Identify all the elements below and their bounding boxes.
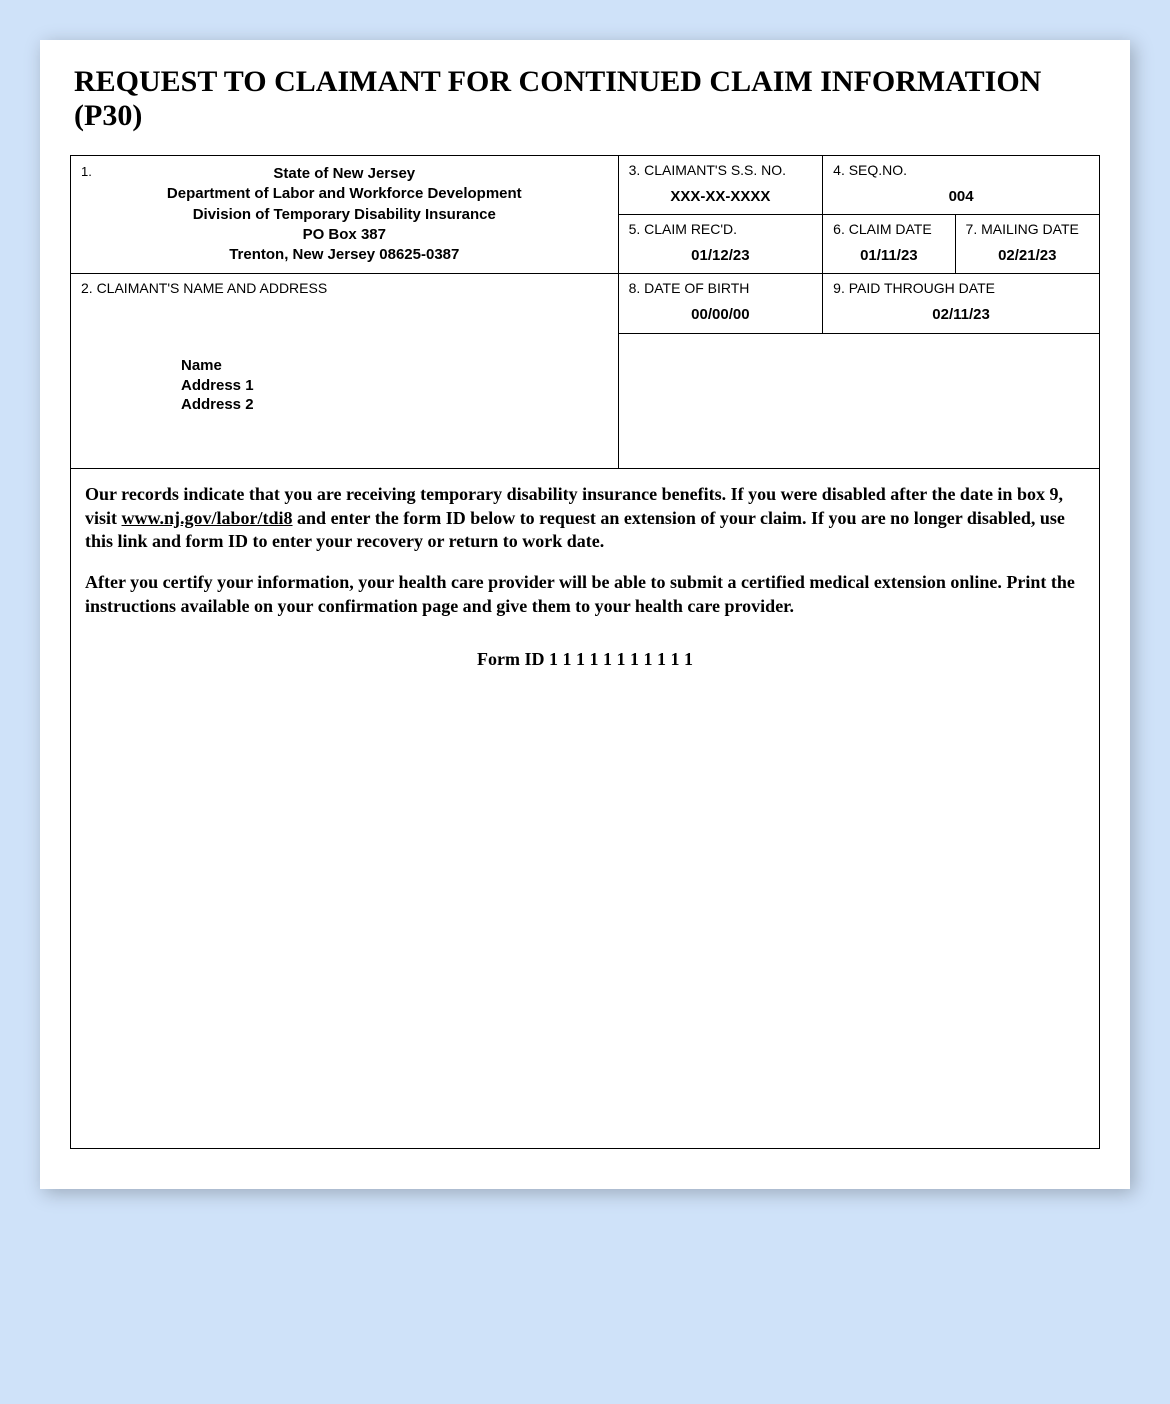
form-grid: 1. State of New Jersey Department of Lab… (70, 155, 1100, 469)
box-7-label: 7. MAILING DATE (966, 221, 1089, 237)
sender-line-3: Division of Temporary Disability Insuran… (81, 205, 608, 225)
sender-line-2: Department of Labor and Workforce Develo… (81, 184, 608, 204)
sender-line-1: State of New Jersey (81, 164, 608, 184)
box-7-mailing-date: 7. MAILING DATE 02/21/23 (955, 215, 1099, 274)
sender-line-5: Trenton, New Jersey 08625-0387 (81, 245, 608, 265)
body-text-area: Our records indicate that you are receiv… (70, 469, 1100, 1149)
box-6-claim-date: 6. CLAIM DATE 01/11/23 (823, 215, 955, 274)
box-9-label: 9. PAID THROUGH DATE (833, 280, 1089, 296)
box-3-label: 3. CLAIMANT'S S.S. NO. (629, 162, 813, 178)
body-link[interactable]: www.nj.gov/labor/tdi8 (122, 508, 293, 528)
box-8-value: 00/00/00 (629, 306, 813, 323)
box-7-value: 02/21/23 (966, 247, 1089, 264)
body-paragraph-1: Our records indicate that you are receiv… (85, 483, 1085, 553)
claimant-addr1: Address 1 (181, 376, 608, 396)
sender-line-4: PO Box 387 (81, 225, 608, 245)
claimant-name: Name (181, 356, 608, 376)
claimant-addr2: Address 2 (181, 395, 608, 415)
box-9-value: 02/11/23 (833, 306, 1089, 323)
box-6-label: 6. CLAIM DATE (833, 221, 944, 237)
box-3-value: XXX-XX-XXXX (629, 188, 813, 205)
box-5-claim-recd: 5. CLAIM REC'D. 01/12/23 (618, 215, 823, 274)
box-5-value: 01/12/23 (629, 247, 813, 264)
box-9-paid-through: 9. PAID THROUGH DATE 02/11/23 (823, 274, 1100, 334)
box-6-value: 01/11/23 (833, 247, 944, 264)
page-title: REQUEST TO CLAIMANT FOR CONTINUED CLAIM … (74, 65, 1100, 133)
blank-area (618, 334, 1099, 469)
box-8-label: 8. DATE OF BIRTH (629, 280, 813, 296)
form-id-line: Form ID 1 1 1 1 1 1 1 1 1 1 1 (85, 648, 1085, 671)
form-page: REQUEST TO CLAIMANT FOR CONTINUED CLAIM … (40, 40, 1130, 1189)
box-8-dob: 8. DATE OF BIRTH 00/00/00 (618, 274, 823, 334)
box-1-number: 1. (81, 164, 92, 179)
box-4-label: 4. SEQ.NO. (833, 162, 1089, 178)
box-4-value: 004 (833, 188, 1089, 205)
box-2-label: 2. CLAIMANT'S NAME AND ADDRESS (81, 280, 608, 296)
box-2-claimant: 2. CLAIMANT'S NAME AND ADDRESS Name Addr… (71, 274, 619, 469)
body-paragraph-2: After you certify your information, your… (85, 571, 1085, 618)
box-4-seqno: 4. SEQ.NO. 004 (823, 156, 1100, 215)
box-3-ssn: 3. CLAIMANT'S S.S. NO. XXX-XX-XXXX (618, 156, 823, 215)
box-5-label: 5. CLAIM REC'D. (629, 221, 813, 237)
box-1-sender: 1. State of New Jersey Department of Lab… (71, 156, 619, 274)
